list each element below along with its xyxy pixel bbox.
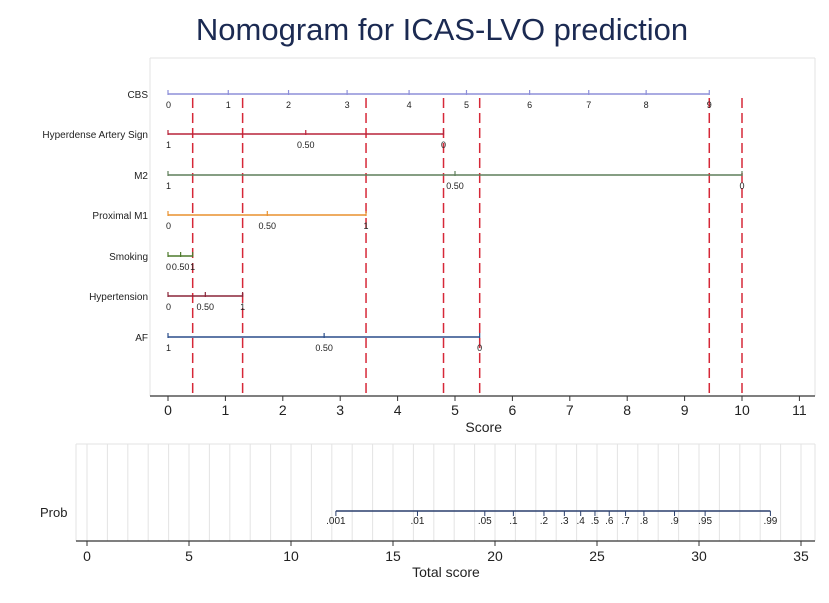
scale-tick-label-cbs: 8	[644, 100, 649, 110]
prob-scale-tick-label: .7	[621, 516, 630, 527]
scale-tick-label-hypertension: 0.50	[197, 302, 215, 312]
prob-scale-tick-label: .9	[670, 516, 679, 527]
variable-label-proximal-m1: Proximal M1	[92, 211, 148, 222]
score-axis-tick-label: 9	[681, 402, 689, 418]
prob-scale-tick-label: .4	[577, 516, 586, 527]
score-axis-tick-label: 7	[566, 402, 574, 418]
scale-tick-label-cbs: 1	[226, 100, 231, 110]
scale-tick-label-af: 0.50	[315, 343, 333, 353]
variable-label-cbs: CBS	[127, 90, 148, 101]
prob-scale-tick-label: .001	[326, 516, 346, 527]
scale-tick-label-m2: 0	[739, 181, 744, 191]
scale-tick-label-cbs: 3	[345, 100, 350, 110]
scale-tick-label-af: 1	[166, 343, 171, 353]
score-axis-tick-label: 3	[336, 402, 344, 418]
prob-scale-tick-label: .95	[698, 516, 712, 527]
total-axis-tick-label: 5	[185, 548, 193, 564]
total-axis-tick-label: 35	[793, 548, 809, 564]
variable-label-hypertension: Hypertension	[89, 292, 148, 303]
total-axis-tick-label: 30	[691, 548, 707, 564]
scale-tick-label-cbs: 6	[527, 100, 532, 110]
scale-tick-label-hyperdense-artery-sign: 0	[441, 140, 446, 150]
scale-tick-label-smoking: 0.50	[172, 262, 190, 272]
score-axis-tick-label: 0	[164, 402, 172, 418]
variable-label-af: AF	[135, 333, 148, 344]
scale-tick-label-smoking: 0	[166, 262, 171, 272]
scale-tick-label-proximal-m1: 0	[166, 221, 171, 231]
scale-tick-label-smoking: 1	[190, 262, 195, 272]
prob-scale-tick-label: .05	[478, 516, 492, 527]
prob-scale-tick-label: .6	[605, 516, 614, 527]
scale-tick-label-af: 0	[477, 343, 482, 353]
score-axis-label: Score	[465, 419, 502, 435]
prob-label: Prob	[40, 505, 67, 520]
chart-title: Nomogram for ICAS-LVO prediction	[195, 12, 689, 47]
score-axis-tick-label: 10	[734, 402, 750, 418]
scale-tick-label-cbs: 7	[586, 100, 591, 110]
score-axis-tick-label: 4	[394, 402, 402, 418]
prob-scale-tick-label: .5	[591, 516, 600, 527]
scale-tick-label-m2: 0.50	[446, 181, 464, 191]
prob-scale-tick-label: .8	[640, 516, 649, 527]
scale-tick-label-cbs: 5	[464, 100, 469, 110]
scale-tick-label-hypertension: 1	[240, 302, 245, 312]
score-axis-tick-label: 2	[279, 402, 287, 418]
scale-tick-label-m2: 1	[166, 181, 171, 191]
score-axis-tick-label: 6	[509, 402, 517, 418]
scale-tick-label-hyperdense-artery-sign: 1	[166, 140, 171, 150]
score-axis-tick-label: 5	[451, 402, 459, 418]
total-axis-tick-label: 0	[83, 548, 91, 564]
variable-label-m2: M2	[134, 171, 148, 182]
total-axis-tick-label: 15	[385, 548, 401, 564]
scale-tick-label-hypertension: 0	[166, 302, 171, 312]
variable-label-hyperdense-artery-sign: Hyperdense Artery Sign	[42, 130, 148, 141]
scale-tick-label-cbs: 2	[286, 100, 291, 110]
prob-scale-tick-label: .2	[540, 516, 549, 527]
total-axis-label: Total score	[412, 564, 480, 580]
score-axis-tick-label: 11	[792, 402, 807, 418]
total-axis-tick-label: 20	[487, 548, 503, 564]
total-axis-tick-label: 25	[589, 548, 605, 564]
prob-scale-tick-label: .1	[509, 516, 518, 527]
prob-scale-tick-label: .99	[763, 516, 777, 527]
scale-tick-label-hyperdense-artery-sign: 0.50	[297, 140, 315, 150]
scale-tick-label-cbs: 4	[407, 100, 412, 110]
total-axis-tick-label: 10	[283, 548, 299, 564]
prob-scale-tick-label: .3	[560, 516, 569, 527]
prob-scale-tick-label: .01	[411, 516, 425, 527]
score-axis-tick-label: 8	[623, 402, 631, 418]
score-axis-tick-label: 1	[222, 402, 230, 418]
variable-label-smoking: Smoking	[109, 252, 148, 263]
scale-tick-label-cbs: 0	[166, 100, 171, 110]
scale-tick-label-proximal-m1: 1	[364, 221, 369, 231]
scale-tick-label-proximal-m1: 0.50	[259, 221, 277, 231]
scale-tick-label-cbs: 9	[707, 100, 712, 110]
